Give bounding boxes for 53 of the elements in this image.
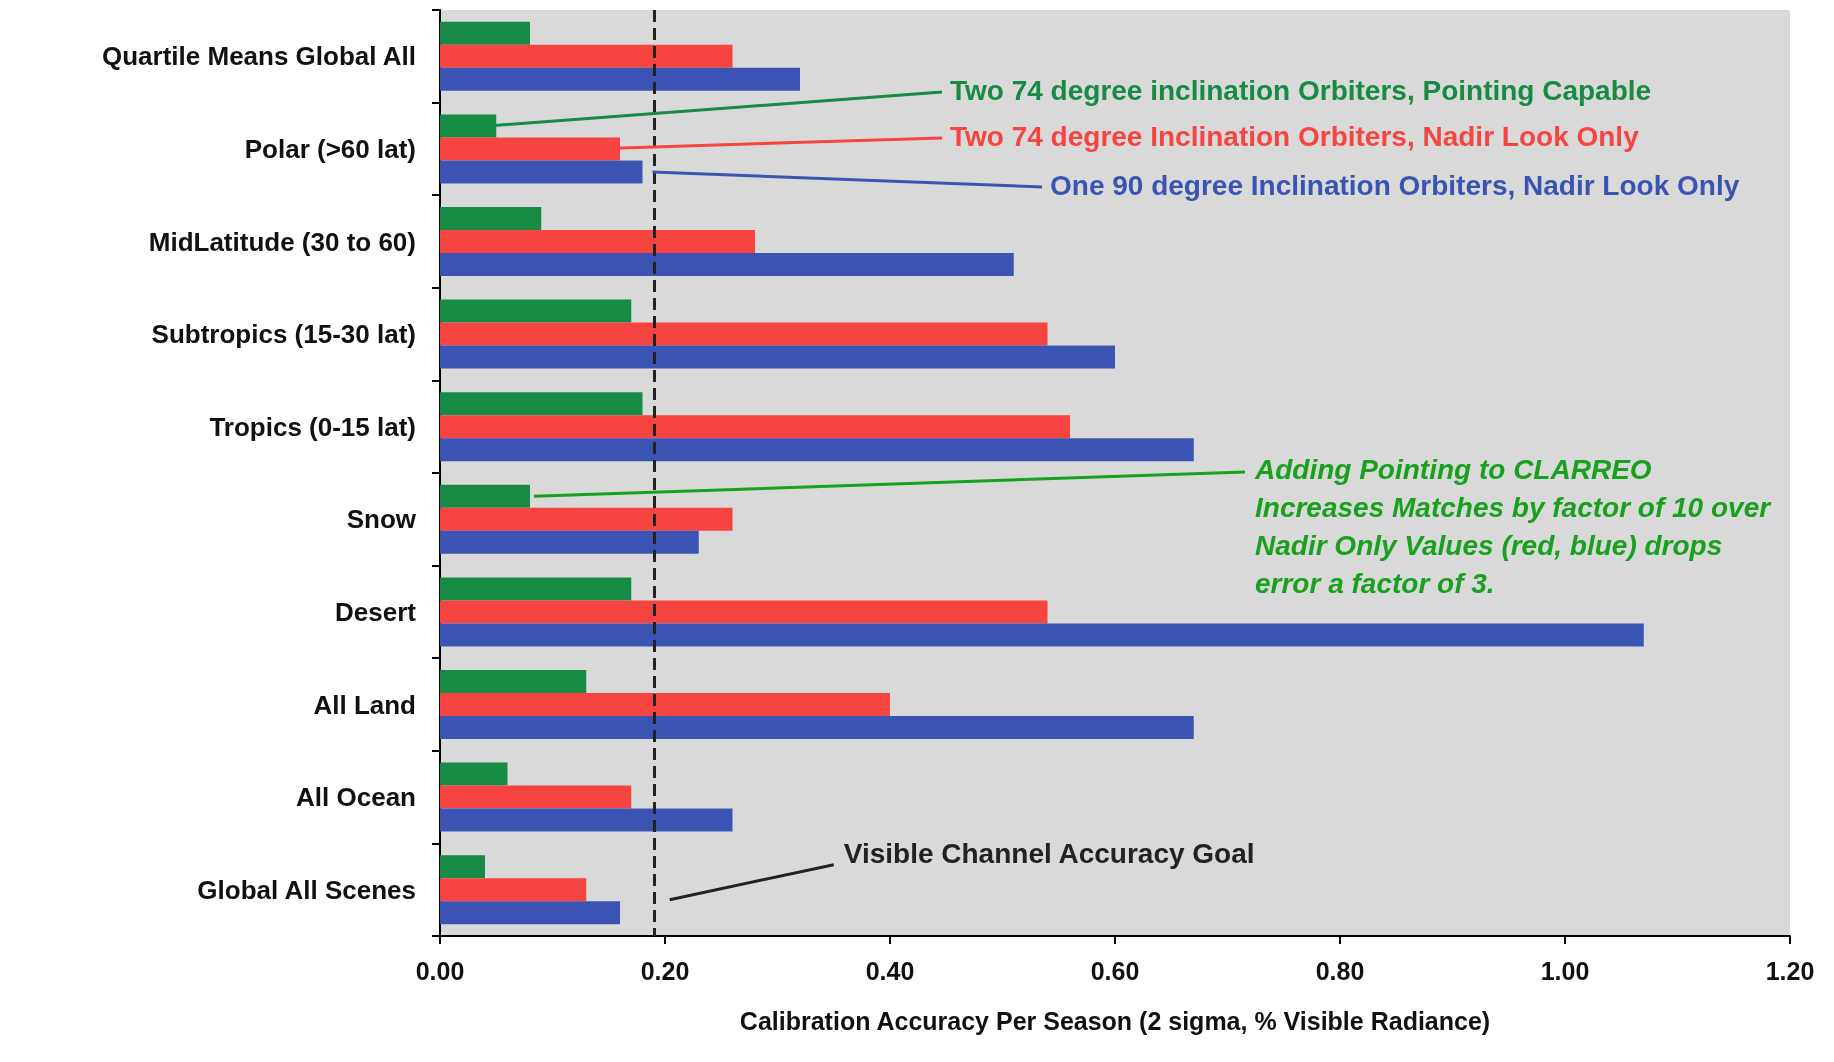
bar	[440, 67, 800, 91]
bar	[440, 670, 587, 693]
y-tick-label: MidLatitude (30 to 60)	[148, 226, 416, 257]
x-tick-label: 0.60	[1090, 956, 1140, 985]
y-tick-label: Subtropics (15-30 lat)	[151, 319, 416, 350]
bar	[440, 623, 1644, 647]
x-tick-label: 0.20	[640, 956, 690, 985]
y-tick-label: Polar (>60 lat)	[244, 133, 416, 164]
bar	[440, 137, 620, 161]
text: Two 74 degree Inclination Orbiters, Nadir Look Only	[950, 120, 1640, 152]
bar	[440, 507, 733, 531]
bar	[440, 438, 1194, 462]
bar	[440, 44, 733, 68]
bar	[440, 693, 890, 716]
x-tick-label: 1.20	[1765, 956, 1815, 985]
bar	[440, 855, 485, 879]
y-tick-label: Global All Scenes	[197, 874, 416, 905]
text: One 90 degree Inclination Orbiters, Nadir Look Only	[1050, 169, 1740, 201]
x-tick-label: 0.80	[1315, 956, 1365, 985]
bar	[440, 322, 1048, 346]
bar	[440, 21, 530, 45]
bar	[440, 392, 643, 416]
y-tick-label: Snow	[346, 504, 417, 535]
x-tick-label: 1.00	[1540, 956, 1590, 985]
bar	[440, 530, 699, 554]
bar	[440, 808, 733, 832]
bar	[440, 230, 755, 253]
x-tick-label: 0.40	[865, 956, 915, 985]
bar	[440, 785, 632, 809]
text: Two 74 degree inclination Orbiters, Pointing Capable	[950, 74, 1652, 106]
bar	[440, 299, 632, 323]
y-tick-label: Quartile Means Global All	[102, 41, 416, 72]
bar	[440, 716, 1194, 739]
y-tick-label: All Land	[313, 689, 416, 720]
bar	[440, 762, 508, 786]
bar	[440, 160, 643, 184]
bar	[440, 345, 1115, 369]
bar	[440, 600, 1048, 624]
bar	[440, 878, 587, 902]
x-tick-label: 0.00	[415, 956, 465, 985]
bar	[440, 484, 530, 508]
y-tick-label: Tropics (0-15 lat)	[209, 411, 416, 442]
y-tick-label: All Ocean	[296, 782, 416, 813]
bar	[440, 207, 542, 230]
annotation: Adding Pointing to CLARREO Increases Matches by factor of 10 over Nadir Only Values (red, blue) drops error a factor of 3.	[1254, 453, 1778, 599]
bar	[440, 415, 1070, 439]
bar	[440, 901, 620, 925]
bar	[440, 114, 497, 138]
ref-line-label: Visible Channel Accuracy Goal	[843, 838, 1255, 870]
y-tick-label: Desert	[335, 596, 417, 627]
bar	[440, 577, 632, 601]
bar	[440, 253, 1014, 276]
x-axis-title: Calibration Accuracy Per Season (2 sigma, % Visible Radiance)	[739, 1006, 1491, 1035]
